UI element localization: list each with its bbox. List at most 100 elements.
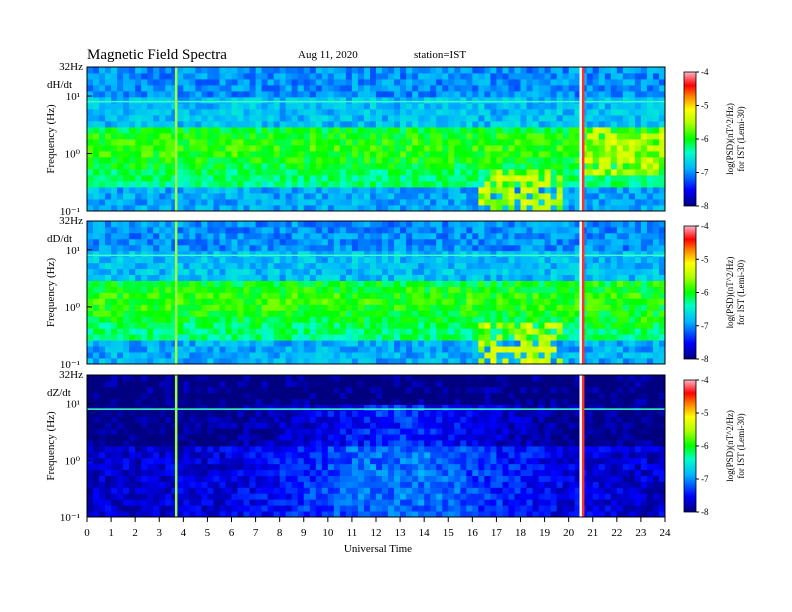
spectrogram-cell bbox=[243, 340, 250, 347]
spectrogram-cell bbox=[592, 262, 600, 270]
spectrogram-cell bbox=[195, 145, 202, 152]
spectrogram-cell bbox=[400, 169, 407, 176]
spectrogram-cell bbox=[243, 139, 250, 146]
spectrogram-cell bbox=[550, 79, 558, 86]
spectrogram-cell bbox=[586, 298, 594, 305]
spectrogram-cell bbox=[237, 85, 244, 92]
spectrogram-cell bbox=[514, 340, 521, 347]
spectrogram-cell bbox=[604, 109, 612, 116]
spectrogram-cell bbox=[195, 187, 202, 194]
spectrogram-cell bbox=[568, 109, 576, 116]
spectrogram-cell bbox=[291, 91, 299, 98]
spectrogram-cell bbox=[484, 256, 491, 264]
spectrogram-cell bbox=[382, 127, 389, 134]
spectrogram-cell bbox=[189, 358, 196, 365]
spectrogram-cell bbox=[159, 493, 166, 500]
spectrogram-cell bbox=[93, 398, 100, 405]
spectrogram-cell bbox=[135, 280, 142, 287]
spectrogram-cell bbox=[520, 115, 527, 122]
spectrogram-cell bbox=[394, 181, 401, 188]
spectrogram-cell bbox=[406, 328, 413, 335]
spectrogram-cell bbox=[436, 310, 443, 317]
spectrogram-cell bbox=[526, 67, 533, 74]
spectrogram-cell bbox=[490, 328, 497, 335]
spectrogram-cell bbox=[129, 232, 136, 240]
spectrogram-cell bbox=[315, 163, 323, 170]
spectrogram-cell bbox=[424, 157, 431, 164]
spectrogram-cell bbox=[652, 145, 660, 152]
spectrogram-cell bbox=[297, 79, 305, 86]
spectrogram-cell bbox=[418, 221, 425, 228]
spectrogram-cell bbox=[418, 169, 425, 176]
spectrogram-cell bbox=[628, 187, 636, 194]
spectrogram-cell bbox=[147, 334, 154, 341]
spectrogram-cell bbox=[412, 103, 419, 110]
spectrogram-cell bbox=[99, 398, 106, 405]
spectrogram-cell bbox=[466, 187, 473, 194]
spectrogram-cell bbox=[592, 238, 600, 246]
spectrogram-cell bbox=[177, 205, 184, 212]
spectrogram-cell bbox=[297, 226, 305, 234]
spectrogram-cell bbox=[231, 262, 238, 270]
spectrogram-cell bbox=[255, 340, 262, 347]
spectrogram-cell bbox=[640, 262, 648, 270]
spectrogram-cell bbox=[418, 109, 425, 116]
spectrogram-cell bbox=[201, 316, 208, 323]
spectrogram-cell bbox=[267, 280, 275, 287]
spectrogram-cell bbox=[117, 193, 124, 200]
spectrogram-cell bbox=[369, 109, 377, 116]
spectrogram-cell bbox=[165, 103, 172, 110]
spectrogram-cell bbox=[99, 316, 106, 323]
spectrogram-cell bbox=[369, 121, 377, 128]
spectrogram-cell bbox=[598, 221, 606, 228]
spectrogram-cell bbox=[213, 133, 220, 140]
spectrogram-cell bbox=[382, 262, 389, 270]
spectrogram-cell bbox=[520, 133, 527, 140]
spectrogram-cell bbox=[255, 328, 262, 335]
spectrogram-cell bbox=[177, 73, 184, 80]
spectrogram-cell bbox=[430, 145, 437, 152]
spectrogram-cell bbox=[291, 304, 299, 311]
spectrogram-cell bbox=[129, 286, 136, 293]
spectrogram-cell bbox=[634, 73, 642, 80]
spectrogram-cell bbox=[141, 73, 148, 80]
spectrogram-cell bbox=[460, 244, 467, 252]
spectrogram-cell bbox=[303, 334, 311, 341]
spectrogram-cell bbox=[640, 73, 648, 80]
spectrogram-cell bbox=[550, 163, 558, 170]
spectrogram-cell bbox=[189, 109, 196, 116]
spectrogram-cell bbox=[93, 157, 100, 164]
spectrogram-cell bbox=[658, 280, 666, 287]
spectrogram-cell bbox=[267, 340, 275, 347]
spectrogram-cell bbox=[207, 157, 214, 164]
spectrogram-cell bbox=[237, 97, 244, 104]
spectrogram-cell bbox=[478, 280, 485, 287]
spectrogram-cell bbox=[640, 115, 648, 122]
spectrogram-cell bbox=[273, 199, 281, 206]
spectrogram-cell bbox=[634, 97, 642, 104]
spectrogram-cell bbox=[478, 187, 485, 194]
spectrogram-cell bbox=[309, 91, 317, 98]
spectrogram-cell bbox=[496, 157, 503, 164]
spectrogram-cell bbox=[327, 169, 335, 176]
spectrogram-cell bbox=[532, 169, 539, 176]
spectrogram-cell bbox=[646, 244, 654, 252]
spectrogram-cell bbox=[159, 238, 166, 246]
spectrogram-cell bbox=[231, 322, 238, 329]
spectrogram-cell bbox=[376, 97, 383, 104]
spectrogram-cell bbox=[400, 139, 407, 146]
spectrogram-cell bbox=[159, 404, 166, 411]
spectrogram-cell bbox=[472, 268, 479, 276]
spectrogram-cell bbox=[327, 238, 335, 246]
spectrogram-cell bbox=[382, 193, 389, 200]
spectrogram-cell bbox=[586, 244, 594, 252]
spectrogram-cell bbox=[616, 115, 624, 122]
spectrogram-cell bbox=[279, 145, 287, 152]
spectrogram-cell bbox=[117, 127, 124, 134]
spectrogram-cell bbox=[436, 109, 443, 116]
spectrogram-cell bbox=[345, 334, 353, 341]
spectrogram-cell bbox=[556, 109, 564, 116]
spectrogram-cell bbox=[105, 97, 112, 104]
spectrogram-cell bbox=[598, 274, 606, 281]
spectrogram-cell bbox=[213, 292, 220, 299]
